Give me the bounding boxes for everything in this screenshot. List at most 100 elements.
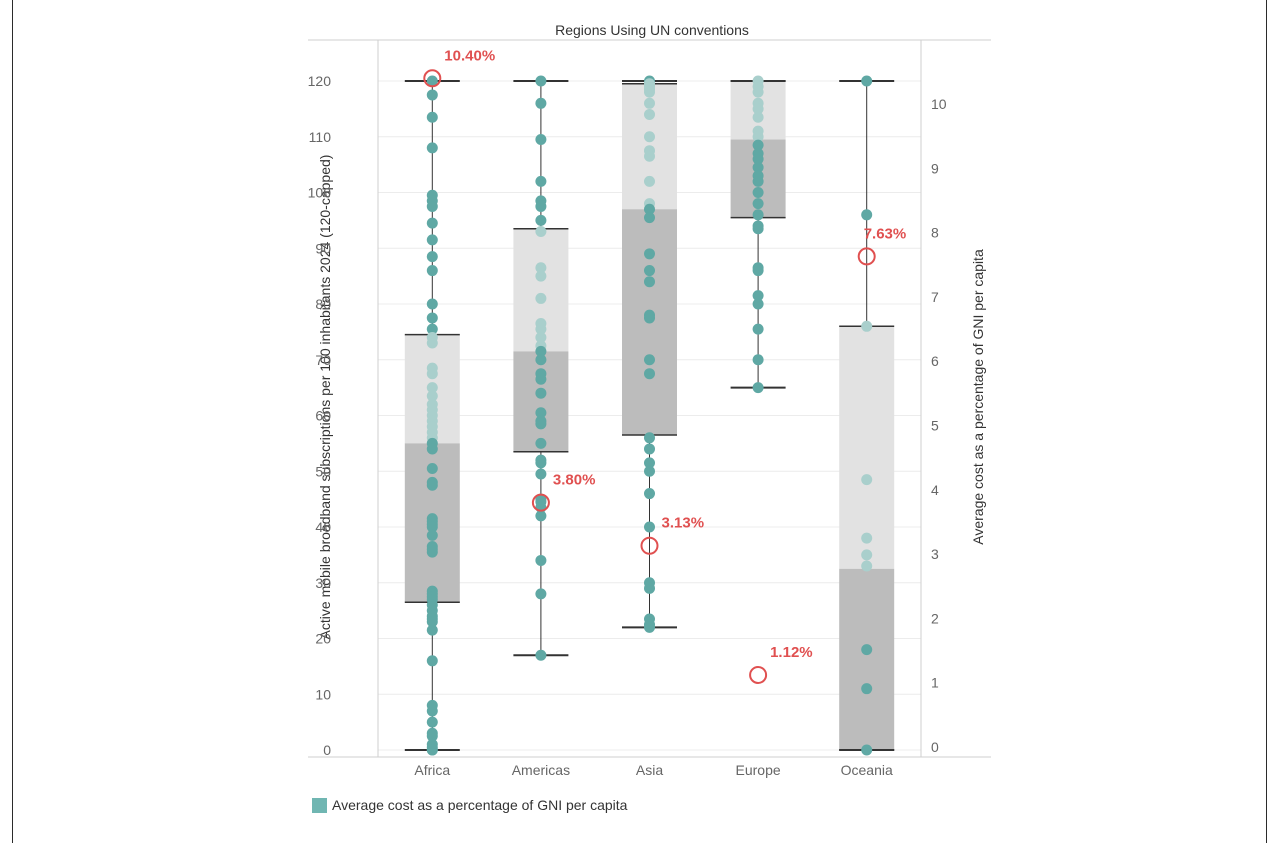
- data-point: [644, 108, 655, 120]
- data-point: [644, 248, 655, 260]
- gni-marker: [640, 536, 659, 555]
- legend-swatch: [312, 797, 327, 813]
- y-tick-label-left: 10: [315, 686, 331, 702]
- data-point: [644, 488, 655, 500]
- data-point: [644, 621, 655, 633]
- data-point: [426, 234, 438, 246]
- data-point: [426, 200, 438, 212]
- data-point: [535, 373, 547, 385]
- data-point: [644, 465, 655, 477]
- data-point: [644, 150, 655, 162]
- gni-marker-label: 7.63%: [864, 225, 907, 242]
- y-tick-label-left: 90: [315, 240, 331, 256]
- data-point: [426, 382, 438, 394]
- data-point: [752, 175, 764, 187]
- y-tick-label-left: 100: [308, 185, 332, 201]
- data-point: [426, 368, 438, 380]
- data-point: [861, 644, 873, 656]
- gni-marker-label: 10.40%: [444, 47, 495, 64]
- data-point: [426, 616, 438, 628]
- y-tick-label-left: 120: [308, 73, 332, 89]
- data-point: [426, 546, 438, 558]
- box-lower: [839, 568, 895, 750]
- gni-marker-label: 1.12%: [770, 644, 813, 661]
- data-point: [644, 86, 655, 98]
- gni-marker: [749, 665, 768, 684]
- data-point: [426, 705, 438, 717]
- data-point: [644, 265, 655, 277]
- data-point: [752, 290, 764, 302]
- chart-frame: [12, 0, 1267, 843]
- data-point: [861, 683, 873, 695]
- data-point: [535, 226, 547, 238]
- y-tick-label-left: 110: [309, 129, 332, 145]
- data-point: [752, 86, 764, 98]
- data-point: [752, 153, 764, 165]
- data-point: [426, 521, 438, 533]
- data-point: [535, 175, 547, 187]
- data-point: [426, 323, 438, 335]
- data-point: [426, 443, 438, 455]
- data-point: [861, 209, 873, 221]
- data-point: [644, 131, 655, 143]
- y-tick-label-right: 0: [931, 739, 939, 755]
- y-tick-label-right: 6: [931, 353, 939, 369]
- data-point: [644, 203, 655, 215]
- data-point: [426, 655, 438, 667]
- y-tick-label-left: 70: [315, 352, 331, 368]
- data-point: [426, 744, 438, 756]
- data-point: [535, 262, 547, 274]
- legend-label: Average cost as a percentage of GNI per …: [332, 797, 628, 813]
- data-point: [535, 323, 547, 335]
- data-point: [426, 75, 438, 87]
- y-tick-label-right: 8: [931, 225, 939, 241]
- data-point: [752, 382, 764, 394]
- data-point: [644, 276, 655, 288]
- data-point: [644, 457, 655, 469]
- data-point: [752, 209, 764, 221]
- data-point: [644, 368, 655, 380]
- data-point: [426, 529, 438, 541]
- y-tick-label-left: 20: [315, 631, 331, 647]
- data-point: [426, 462, 438, 474]
- data-point: [535, 407, 547, 419]
- data-point: [535, 354, 547, 366]
- data-point: [752, 323, 764, 335]
- data-point: [644, 521, 655, 533]
- data-point: [644, 432, 655, 444]
- data-point: [426, 142, 438, 154]
- data-point: [861, 320, 873, 332]
- data-point: [752, 103, 764, 115]
- y-axis-title-left: Active mobile broadband subscriptions pe…: [317, 155, 333, 640]
- data-point: [535, 292, 547, 304]
- x-tick-label: Africa: [414, 762, 450, 778]
- gni-marker: [531, 493, 550, 512]
- data-point: [426, 217, 438, 229]
- data-point: [535, 457, 547, 469]
- data-point: [752, 223, 764, 235]
- data-point: [535, 588, 547, 600]
- data-point: [535, 468, 547, 480]
- data-point: [752, 198, 764, 210]
- x-tick-label: Asia: [636, 762, 663, 778]
- data-point: [644, 97, 655, 109]
- data-point: [644, 312, 655, 324]
- y-tick-label-right: 4: [931, 482, 939, 498]
- gni-marker: [423, 69, 442, 88]
- data-point: [426, 312, 438, 324]
- data-point: [861, 474, 873, 486]
- data-point: [752, 187, 764, 198]
- chart-title: Regions Using UN conventions: [555, 22, 749, 38]
- x-tick-label: Oceania: [841, 762, 893, 778]
- y-tick-label-right: 10: [931, 96, 947, 112]
- data-point: [535, 97, 547, 109]
- x-tick-label: Americas: [512, 762, 570, 778]
- data-point: [861, 532, 873, 544]
- box-upper: [839, 326, 895, 569]
- data-point: [535, 75, 547, 87]
- data-point: [535, 554, 547, 566]
- data-point: [535, 345, 547, 357]
- y-tick-label-left: 50: [315, 463, 331, 479]
- gni-markers: 10.40% 3.80% 3.13% 1.12% 7.63%: [423, 47, 907, 684]
